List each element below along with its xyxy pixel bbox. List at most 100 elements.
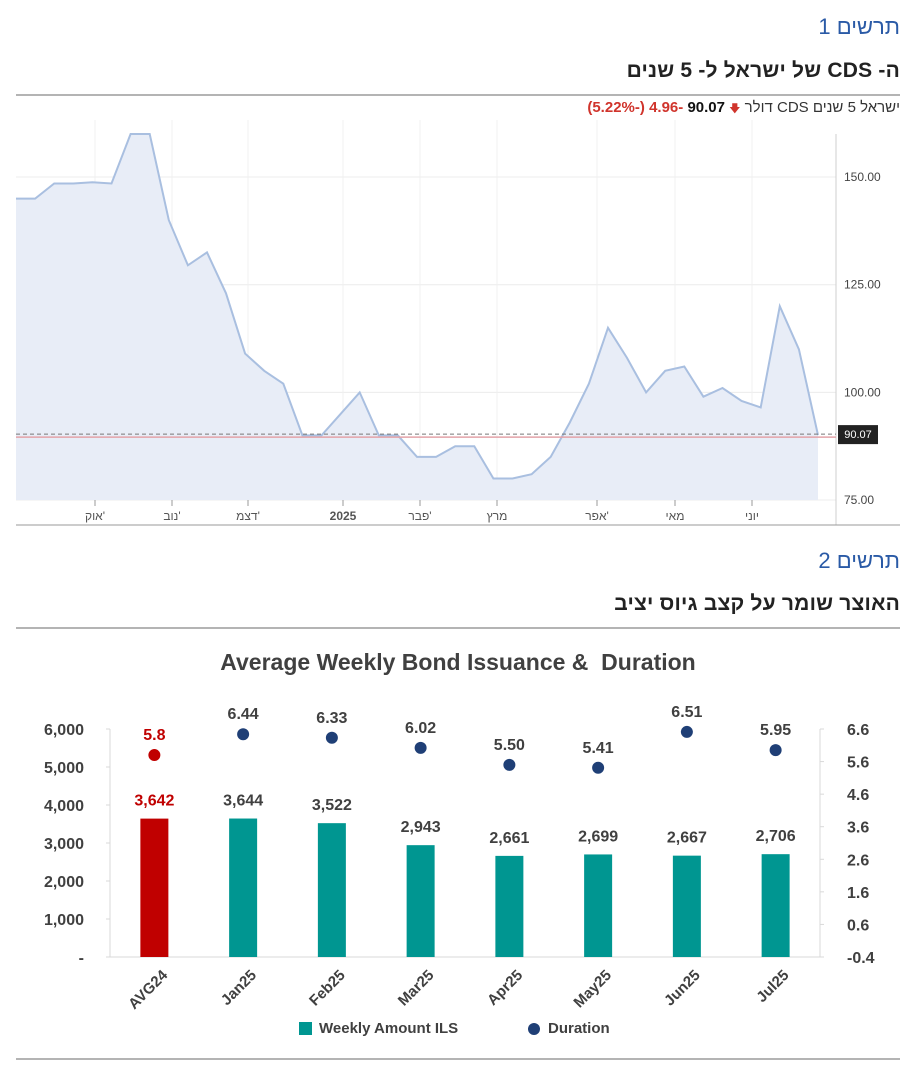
x-tick-label: פבר' (408, 509, 431, 523)
x-tick-label: Feb25 (306, 967, 349, 1010)
x-tick-label: מרץ (487, 509, 508, 523)
x-tick-label: Jun25 (661, 967, 704, 1010)
last-value-badge: 90.07 (838, 425, 878, 445)
bar-value-label: 2,706 (756, 828, 796, 845)
y-right-tick-label: -0.4 (847, 950, 875, 967)
y-right-tick-label: 5.6 (847, 755, 869, 772)
duration-series: 5.8 6.44 6.33 6.02 5.50 5.41 6.51 5.95 (143, 704, 791, 774)
legend-weekly-amount: Weekly Amount ILS (319, 1020, 458, 1037)
legend-swatch-bar (299, 1022, 312, 1035)
divider (16, 1058, 900, 1060)
last-value-label: 90.07 (844, 429, 872, 441)
y-left-tick-label: 5,000 (44, 760, 84, 777)
bar-AVG24 (140, 818, 169, 957)
chart-axes: - 1,000 2,000 3,000 4,000 5,000 6,000 -0.4 0.6 1.… (44, 722, 875, 967)
bar-value-label: 3,644 (223, 793, 263, 810)
x-tick-label: Jan25 (218, 967, 260, 1009)
x-axis: אוק' נוב' דצמ' 2025 פבר' מרץ אפר' מאי יוני (85, 509, 759, 523)
duration-value-label: 6.51 (671, 704, 702, 721)
duration-value-label: 5.50 (494, 737, 525, 754)
bar-value-label: 2,667 (667, 830, 707, 847)
y-tick-label: 125.00 (844, 278, 881, 292)
x-tick-label: 2025 (330, 509, 357, 523)
y-right-tick-label: 3.6 (847, 820, 869, 837)
bar-value-label: 2,661 (489, 830, 529, 847)
legend-swatch-dot (528, 1023, 540, 1035)
cds-series-line (16, 133, 819, 480)
y-right-tick-label: 0.6 (847, 917, 869, 934)
x-axis: AVG24 Jan25 Feb25 Mar25 Apr25 May25 Jun25 Jul25 (125, 966, 792, 1012)
y-tick-label: 75.00 (844, 493, 874, 507)
bar-value-label: 3,522 (312, 797, 352, 814)
cds-area-fill (16, 134, 818, 500)
divider (16, 627, 900, 629)
cds-line-chart: 150.00 125.00 100.00 75.00 אוק' נוב' דצמ' 2025… (16, 120, 900, 526)
duration-dot-Jul25 (769, 744, 782, 757)
figure-2-title: האוצר שומר על קצב גיוס יציב (614, 592, 900, 615)
duration-dot-Apr25 (503, 758, 516, 771)
legend: Weekly Amount ILS Duration (299, 1020, 610, 1037)
y-left-tick-label: 1,000 (44, 912, 84, 929)
y-tick-label: 150.00 (844, 170, 881, 184)
duration-value-label: 5.8 (143, 727, 165, 744)
legend-duration: Duration (548, 1020, 610, 1037)
y-left-tick-label: - (79, 950, 84, 967)
cds-ticker: ישראל 5 שנים CDS דולר 🡇 90.07 -4.96 (-5.… (587, 99, 900, 119)
y-right-tick-label: 6.6 (847, 722, 869, 739)
bar-Feb25 (317, 823, 346, 957)
y-right-tick-label: 2.6 (847, 852, 869, 869)
ticker-change: -4.96 (649, 99, 684, 116)
duration-value-label: 5.41 (583, 740, 614, 757)
divider (16, 94, 900, 96)
bar-value-label: 3,642 (134, 793, 174, 810)
bar-value-label: 2,699 (578, 828, 618, 845)
x-tick-label: May25 (570, 967, 614, 1011)
y-tick-label: 100.00 (844, 385, 881, 399)
x-tick-label: AVG24 (125, 966, 171, 1012)
duration-value-label: 5.95 (760, 722, 791, 739)
bar-Mar25 (406, 845, 435, 957)
bar-value-label: 2,943 (401, 819, 441, 836)
duration-dot-Mar25 (414, 741, 427, 754)
bar-Apr25 (495, 855, 524, 957)
figure-1-title: ה- CDS של ישראל ל- 5 שנים (626, 59, 900, 82)
duration-dot-May25 (592, 761, 605, 774)
bar-Jun25 (672, 855, 701, 957)
bar-Jan25 (229, 818, 258, 957)
duration-dot-Jun25 (680, 725, 693, 738)
last-value-box (838, 425, 878, 445)
bond-issuance-chart: Average Weekly Bond Issuance & Duration … (44, 649, 875, 1037)
duration-value-label: 6.44 (228, 706, 259, 723)
y-right-tick-label: 1.6 (847, 885, 869, 902)
duration-value-label: 6.02 (405, 720, 436, 737)
y-left-tick-label: 6,000 (44, 722, 84, 739)
x-tick-label: מאי (666, 509, 685, 523)
chart-title: Average Weekly Bond Issuance & Duration (220, 649, 695, 675)
y-left-tick-label: 2,000 (44, 874, 84, 891)
down-arrow-icon: 🡇 (729, 103, 741, 115)
y-axis: 150.00 125.00 100.00 75.00 (844, 170, 881, 507)
bar-May25 (584, 854, 613, 957)
duration-dot-Feb25 (325, 731, 338, 744)
x-tick-label: Apr25 (484, 967, 526, 1009)
x-tick-label: Mar25 (395, 967, 438, 1010)
y-left-tick-label: 4,000 (44, 798, 84, 815)
duration-dot-Jan25 (237, 728, 250, 741)
y-left-tick-label: 3,000 (44, 836, 84, 853)
bar-Jul25 (761, 854, 790, 957)
bar-series: 3,642 3,644 3,522 2,943 2,661 2,699 2,667 2,706 (134, 793, 796, 957)
x-tick-label: אוק' (85, 509, 105, 523)
figure-2-label: תרשים 2 (818, 548, 900, 573)
x-tick-label: דצמ' (236, 509, 260, 523)
ticker-name: ישראל 5 שנים CDS דולר (744, 99, 900, 116)
x-tick-label: נוב' (163, 509, 180, 523)
y-right-tick-label: 4.6 (847, 787, 869, 804)
x-tick-label: Jul25 (753, 967, 792, 1006)
figure-1-label: תרשים 1 (818, 14, 900, 39)
x-tick-label: אפר' (585, 509, 609, 523)
x-tick-label: יוני (745, 509, 759, 523)
ticker-price: 90.07 (687, 99, 725, 116)
duration-dot-AVG24 (148, 749, 161, 762)
ticker-change-pct: (-5.22%) (587, 99, 645, 116)
duration-value-label: 6.33 (316, 710, 347, 727)
